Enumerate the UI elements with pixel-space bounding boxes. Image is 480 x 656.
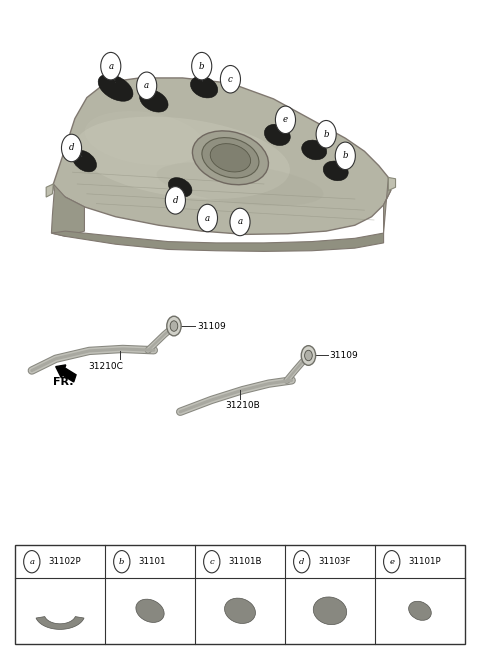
Text: d: d <box>69 144 74 152</box>
Text: c: c <box>209 558 214 565</box>
Text: a: a <box>108 62 113 71</box>
Circle shape <box>192 52 212 80</box>
Ellipse shape <box>72 150 96 172</box>
FancyArrow shape <box>56 365 76 382</box>
Circle shape <box>167 316 181 336</box>
Circle shape <box>165 186 185 214</box>
Circle shape <box>137 72 157 100</box>
Ellipse shape <box>140 90 168 112</box>
Ellipse shape <box>84 111 204 165</box>
Circle shape <box>305 350 312 361</box>
Text: a: a <box>238 217 242 226</box>
Polygon shape <box>388 177 396 190</box>
Circle shape <box>24 550 40 573</box>
Text: b: b <box>199 62 204 71</box>
Ellipse shape <box>302 140 327 160</box>
Polygon shape <box>36 617 84 629</box>
Polygon shape <box>53 78 391 234</box>
Text: 31102P: 31102P <box>48 557 81 566</box>
Text: c: c <box>228 75 233 84</box>
Text: b: b <box>119 558 124 565</box>
Text: 31109: 31109 <box>197 321 226 331</box>
Ellipse shape <box>191 76 218 98</box>
Text: d: d <box>299 558 304 565</box>
Text: e: e <box>389 558 394 565</box>
Text: b: b <box>324 130 329 138</box>
Text: a: a <box>205 213 210 222</box>
Text: e: e <box>283 115 288 125</box>
Text: a: a <box>29 558 34 565</box>
Text: d: d <box>173 196 178 205</box>
Ellipse shape <box>98 74 133 101</box>
Ellipse shape <box>323 161 348 180</box>
Text: 31210C: 31210C <box>88 362 123 371</box>
Text: 31109: 31109 <box>329 351 358 360</box>
Circle shape <box>220 66 240 93</box>
Circle shape <box>230 208 250 236</box>
Text: a: a <box>144 81 149 91</box>
Ellipse shape <box>210 144 251 172</box>
Bar <box>15 545 465 644</box>
Text: FR.: FR. <box>53 377 74 386</box>
Ellipse shape <box>168 178 192 197</box>
Text: 31101P: 31101P <box>408 557 441 566</box>
Ellipse shape <box>136 599 164 623</box>
Text: 31101: 31101 <box>139 557 166 566</box>
Polygon shape <box>46 184 53 197</box>
Ellipse shape <box>264 124 290 146</box>
Ellipse shape <box>156 162 324 206</box>
Circle shape <box>294 550 310 573</box>
Text: 31103F: 31103F <box>319 557 351 566</box>
Circle shape <box>101 52 121 80</box>
Ellipse shape <box>75 117 290 199</box>
Circle shape <box>197 204 217 232</box>
Ellipse shape <box>192 131 268 185</box>
Circle shape <box>170 321 178 331</box>
Polygon shape <box>51 231 384 251</box>
Circle shape <box>384 550 400 573</box>
Text: 31101B: 31101B <box>228 557 262 566</box>
Circle shape <box>335 142 355 170</box>
Circle shape <box>204 550 220 573</box>
Polygon shape <box>384 177 391 233</box>
Text: b: b <box>343 152 348 160</box>
Text: 31210B: 31210B <box>225 401 260 409</box>
Circle shape <box>114 550 130 573</box>
Circle shape <box>316 121 336 148</box>
Circle shape <box>276 106 296 134</box>
Ellipse shape <box>408 602 431 621</box>
Ellipse shape <box>225 598 255 623</box>
Polygon shape <box>51 184 84 236</box>
Ellipse shape <box>202 138 259 178</box>
Ellipse shape <box>313 597 347 625</box>
Circle shape <box>301 346 316 365</box>
Circle shape <box>61 134 82 162</box>
